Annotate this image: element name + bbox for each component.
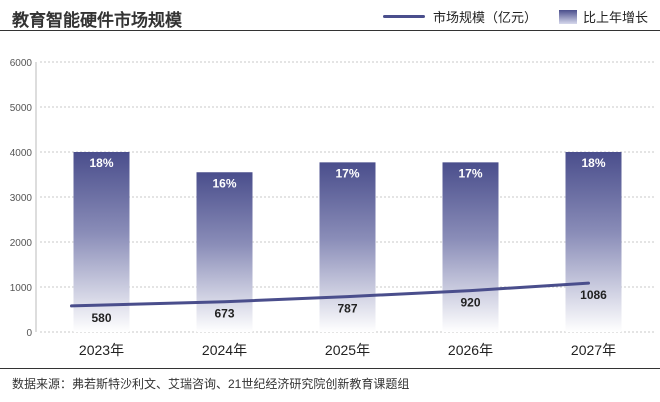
- y-tick-label: 2000: [10, 238, 33, 249]
- y-tick-label: 0: [26, 328, 32, 339]
- x-tick-label: 2026年: [448, 342, 493, 358]
- line-value-label: 1086: [580, 288, 607, 302]
- y-tick-label: 3000: [10, 193, 33, 204]
- chart-title: 教育智能硬件市场规模: [12, 11, 182, 30]
- y-tick-label: 5000: [10, 103, 33, 114]
- line-value-label: 920: [460, 296, 480, 310]
- legend-line-swatch: [382, 15, 425, 18]
- bar: [73, 152, 130, 332]
- bar: [442, 162, 499, 332]
- bar-label: 18%: [581, 156, 605, 170]
- footer-divider: [0, 368, 660, 369]
- bar: [196, 172, 253, 332]
- bars: 18% 16% 17% 17% 18%: [73, 152, 622, 332]
- bar-label: 17%: [335, 166, 359, 180]
- title-divider: [0, 30, 660, 31]
- legend: 市场规模（亿元） 比上年增长: [382, 7, 648, 26]
- x-tick-label: 2024年: [202, 342, 247, 358]
- line-value-label: 673: [214, 307, 234, 321]
- x-tick-label: 2023年: [79, 342, 124, 358]
- y-tick-label: 6000: [10, 58, 33, 69]
- bar-label: 16%: [212, 176, 236, 190]
- legend-line-label: 市场规模（亿元）: [432, 10, 537, 25]
- grid: [35, 61, 655, 333]
- legend-bar-swatch: [558, 9, 577, 24]
- bar: [565, 152, 622, 332]
- bar: [319, 162, 376, 332]
- line-value-label: 787: [337, 302, 357, 316]
- bar-label: 17%: [458, 166, 482, 180]
- bar-label: 18%: [89, 156, 113, 170]
- source-note: 数据来源：弗若斯特沙利文、艾瑞咨询、21世纪经济研究院创新教育课题组: [12, 377, 410, 391]
- y-tick-label: 4000: [10, 148, 33, 159]
- x-axis-ticks: 2023年 2024年 2025年 2026年 2027年: [79, 342, 616, 358]
- line-series: [70, 281, 590, 308]
- x-tick-label: 2027年: [571, 342, 616, 358]
- line-value-label: 580: [91, 311, 111, 325]
- y-axis-ticks: 0 1000 2000 3000 4000 5000 6000: [10, 58, 33, 339]
- y-tick-label: 1000: [10, 283, 33, 294]
- x-tick-label: 2025年: [325, 342, 370, 358]
- legend-bar-label: 比上年增长: [582, 10, 648, 25]
- trend-line: 580 673 787 920 1086: [70, 281, 607, 325]
